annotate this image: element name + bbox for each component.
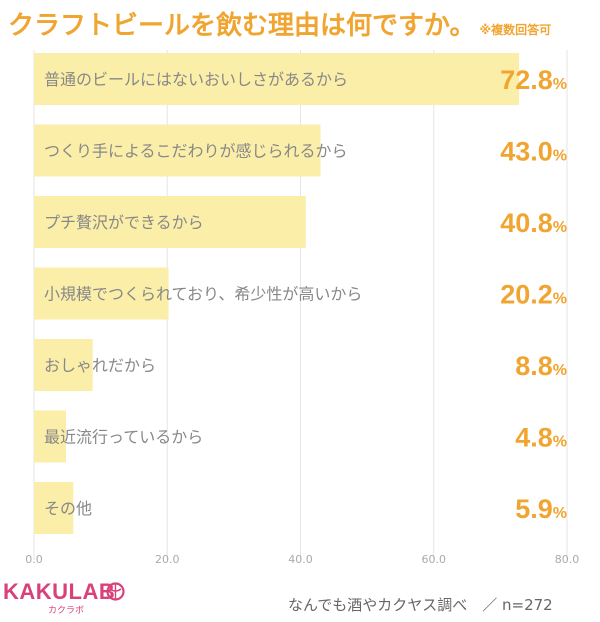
value-label: 43.0% [500, 137, 567, 167]
title-text: クラフトビールを飲む理由は何ですか。 [8, 11, 476, 41]
chart-title: クラフトビールを飲む理由は何ですか。 ※複数回答可 [8, 6, 551, 46]
brand-name: KAKULAB [3, 579, 116, 604]
value-number: 4.8 [515, 423, 553, 453]
category-label: その他 [44, 499, 92, 518]
category-label: おしゃれだから [44, 356, 156, 375]
bar-3 [34, 267, 169, 320]
value-number: 40.8 [500, 208, 553, 238]
x-tick-label: 0.0 [25, 553, 43, 566]
x-tick-label: 20.0 [155, 553, 180, 566]
value-number: 5.9 [515, 494, 553, 524]
value-number: 20.2 [500, 280, 553, 310]
kakulab-logo: KAKULAB カクラボ [3, 579, 143, 619]
value-label: 20.2% [500, 280, 567, 310]
bar-2 [34, 196, 306, 248]
x-tick-label: 60.0 [422, 553, 447, 566]
value-label: 72.8% [500, 65, 567, 95]
value-unit: % [553, 362, 567, 379]
value-label: 5.9% [515, 494, 567, 524]
value-unit: % [553, 505, 567, 522]
bar-1 [34, 124, 321, 177]
beer-ball-icon [106, 582, 125, 601]
bar-chart: 0.0 20.0 40.0 60.0 80.0 普通のビールにはないおいしさがあるから 72… [25, 50, 580, 566]
x-tick-label: 40.0 [288, 553, 313, 566]
category-label: 普通のビールにはないおいしさがあるから [44, 70, 348, 89]
bar-0 [34, 53, 520, 105]
value-label: 40.8% [500, 208, 567, 238]
value-unit: % [553, 148, 567, 165]
value-number: 43.0 [500, 137, 553, 167]
bar-6 [34, 482, 74, 534]
value-unit: % [553, 434, 567, 451]
category-label: つくり手によるこだわりが感じられるから [44, 142, 348, 161]
brand-sub: カクラボ [48, 606, 85, 616]
bar-4 [34, 339, 93, 391]
category-label: 小規模でつくられており、希少性が高いから [44, 285, 362, 304]
bar-5 [34, 410, 66, 463]
category-label: 最近流行っているから [44, 428, 203, 447]
category-label: プチ贅沢ができるから [44, 213, 204, 232]
value-unit: % [553, 219, 567, 236]
value-number: 8.8 [515, 351, 553, 381]
source-note: なんでも酒やカクヤス調べ ／ n=272 [288, 596, 553, 614]
value-unit: % [553, 291, 567, 308]
x-tick-label: 80.0 [555, 553, 580, 566]
value-number: 72.8 [500, 65, 553, 95]
value-label: 8.8% [515, 351, 567, 381]
title-note: ※複数回答可 [479, 23, 552, 37]
value-unit: % [553, 76, 567, 93]
value-label: 4.8% [515, 423, 567, 453]
